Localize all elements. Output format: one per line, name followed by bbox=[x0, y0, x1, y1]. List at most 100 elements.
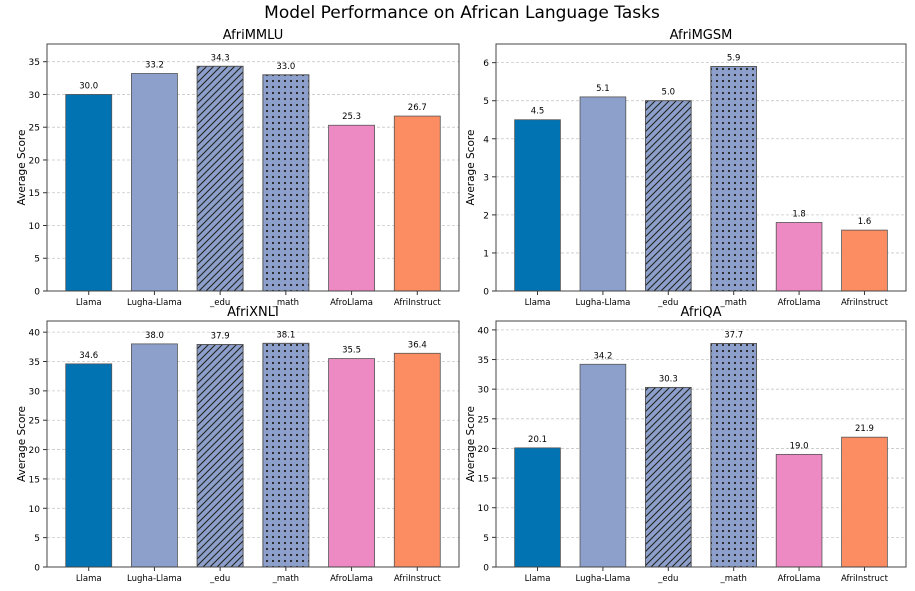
data-label: 34.3 bbox=[211, 53, 230, 63]
axes-frame bbox=[495, 320, 907, 568]
bar-AfroLlama bbox=[328, 358, 375, 568]
y-tick-label: 2 bbox=[483, 211, 489, 221]
y-axis-label: Average Score bbox=[16, 130, 28, 206]
bar-hatch-_math bbox=[262, 74, 310, 292]
x-tick-label: AfroLlama bbox=[778, 298, 821, 308]
subplot-title: AfriMGSM bbox=[670, 28, 733, 43]
y-tick-label: 5 bbox=[483, 534, 489, 544]
bar-hatch-_edu bbox=[196, 65, 244, 292]
bar-hatch-_edu bbox=[196, 344, 244, 568]
y-tick-label: 25 bbox=[478, 415, 489, 425]
bar-AfriInstruct bbox=[393, 115, 441, 292]
y-tick-label: 35 bbox=[29, 58, 40, 68]
bar-Lugha-Llama bbox=[131, 343, 178, 568]
data-label: 5.0 bbox=[662, 88, 676, 98]
data-label: 5.1 bbox=[596, 84, 610, 94]
bar-hatch-_math bbox=[262, 342, 310, 568]
x-tick-label: AfroLlama bbox=[330, 298, 373, 308]
y-tick-label: 0 bbox=[34, 564, 40, 574]
bar-hatch-_math bbox=[710, 343, 757, 568]
data-label: 33.2 bbox=[145, 60, 164, 70]
y-tick-label: 3 bbox=[483, 173, 489, 183]
y-tick-label: 25 bbox=[29, 417, 40, 427]
subplot-afrimgsm: 0 1 2 3 4 5 6 4.5 Llama 5.1 Lugha-Llama 5.0 _edu 5.9 _… bbox=[465, 28, 907, 308]
bar-Llama bbox=[65, 94, 113, 292]
y-tick-label: 0 bbox=[483, 288, 489, 298]
y-tick-label: 5 bbox=[34, 255, 40, 265]
data-label: 26.7 bbox=[408, 103, 427, 113]
data-label: 1.8 bbox=[792, 209, 806, 219]
x-tick-label: AfriInstruct bbox=[394, 574, 442, 584]
y-tick-label: 40 bbox=[478, 326, 490, 336]
bar-Llama bbox=[514, 119, 561, 292]
y-tick-label: 30 bbox=[478, 386, 490, 396]
data-label: 37.9 bbox=[211, 331, 230, 341]
x-tick-label: Lugha-Llama bbox=[575, 574, 630, 584]
y-tick-label: 30 bbox=[29, 387, 41, 397]
bar-AfroLlama bbox=[775, 222, 823, 292]
y-tick-label: 0 bbox=[34, 288, 40, 298]
y-tick-label: 5 bbox=[483, 97, 489, 107]
y-tick-label: 15 bbox=[478, 475, 489, 485]
subplot-title: AfriQA bbox=[680, 305, 721, 320]
x-tick-label: _math bbox=[272, 574, 299, 584]
y-tick-label: 10 bbox=[29, 505, 41, 515]
y-tick-label: 4 bbox=[483, 135, 489, 145]
x-tick-label: AfriInstruct bbox=[394, 298, 442, 308]
x-tick-label: AfriInstruct bbox=[841, 298, 889, 308]
subplot-afriqa: 0 5 10 15 20 25 30 35 40 20.1 Llama 34.2 Lugha-Llama… bbox=[465, 305, 907, 584]
bar-hatch-_edu bbox=[645, 386, 692, 568]
subplot-title: AfriXNLI bbox=[227, 305, 279, 320]
data-label: 35.5 bbox=[342, 346, 361, 356]
x-tick-label: Llama bbox=[525, 298, 551, 308]
x-tick-label: Llama bbox=[525, 574, 551, 584]
y-tick-label: 10 bbox=[478, 504, 490, 514]
y-axis-label: Average Score bbox=[465, 130, 477, 206]
data-label: 33.0 bbox=[276, 62, 295, 72]
bar-AfriInstruct bbox=[393, 352, 441, 568]
data-label: 34.6 bbox=[79, 351, 98, 361]
y-tick-label: 35 bbox=[29, 358, 40, 368]
bar-Lugha-Llama bbox=[131, 73, 178, 292]
y-tick-label: 10 bbox=[29, 222, 41, 232]
y-axis-label: Average Score bbox=[16, 406, 28, 482]
bar-hatch-_edu bbox=[645, 100, 692, 292]
data-label: 5.9 bbox=[727, 53, 741, 63]
x-tick-label: _math bbox=[719, 298, 746, 308]
data-label: 19.0 bbox=[790, 441, 809, 451]
x-tick-label: Llama bbox=[76, 574, 102, 584]
x-tick-label: _edu bbox=[657, 574, 678, 584]
bar-AfriInstruct bbox=[841, 436, 888, 568]
axes-frame bbox=[46, 43, 460, 292]
y-tick-label: 25 bbox=[29, 124, 40, 134]
y-tick-label: 30 bbox=[29, 91, 41, 101]
y-tick-label: 0 bbox=[483, 564, 489, 574]
data-label: 37.7 bbox=[724, 331, 743, 341]
y-tick-label: 20 bbox=[29, 156, 41, 166]
figure-title: Model Performance on African Language Ta… bbox=[264, 3, 660, 23]
y-tick-label: 5 bbox=[34, 534, 40, 544]
x-tick-label: AfroLlama bbox=[778, 574, 821, 584]
bar-AfroLlama bbox=[775, 453, 823, 568]
y-tick-label: 40 bbox=[29, 329, 41, 339]
data-label: 1.6 bbox=[858, 217, 872, 227]
bar-AfroLlama bbox=[328, 124, 375, 292]
bar-Lugha-Llama bbox=[579, 363, 627, 568]
x-tick-label: AfriInstruct bbox=[841, 574, 889, 584]
data-label: 20.1 bbox=[528, 435, 547, 445]
y-tick-label: 15 bbox=[29, 189, 40, 199]
x-tick-label: Lugha-Llama bbox=[575, 298, 630, 308]
bar-AfriInstruct bbox=[841, 229, 888, 292]
subplot-afrimmlu: 0 5 10 15 20 25 30 35 30.0 Llama 33.2 Lugha-Llama 34… bbox=[16, 28, 460, 308]
data-label: 36.4 bbox=[408, 340, 427, 350]
data-label: 34.2 bbox=[593, 351, 612, 361]
x-tick-label: _edu bbox=[657, 298, 678, 308]
y-tick-label: 20 bbox=[478, 445, 490, 455]
bar-hatch-_math bbox=[710, 66, 757, 292]
bar-Lugha-Llama bbox=[579, 96, 627, 292]
subplot-title: AfriMMLU bbox=[223, 28, 284, 43]
data-label: 4.5 bbox=[531, 107, 545, 117]
y-tick-label: 20 bbox=[29, 446, 41, 456]
subplot-afrixnli: 0 5 10 15 20 25 30 35 40 34.6 Llama 38.0 Lugha-Llama… bbox=[16, 305, 460, 584]
